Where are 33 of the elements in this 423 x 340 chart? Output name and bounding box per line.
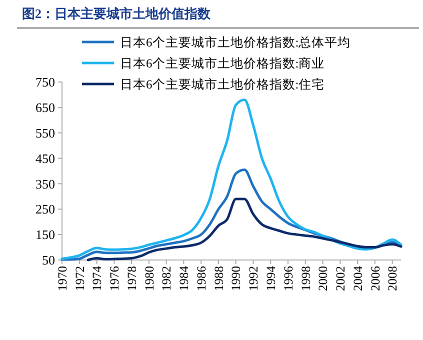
x-tick-label: 1972 [72, 266, 87, 291]
x-tick-label: 1984 [177, 265, 192, 291]
x-tick-label: 1982 [160, 266, 174, 291]
x-tick-label: 1992 [246, 266, 261, 291]
x-tick-label: 2004 [350, 265, 365, 291]
x-tick-label: 1980 [142, 266, 156, 291]
x-tick-label: 1990 [229, 266, 244, 291]
x-tick-label: 1986 [194, 266, 208, 291]
x-tick-label: 1994 [264, 265, 278, 291]
y-tick-label: 750 [36, 74, 55, 90]
line-series [86, 198, 402, 262]
x-tick-label: 1974 [90, 265, 104, 291]
legend-label: 日本6个主要城市土地价格指数:住宅 [120, 76, 325, 92]
x-tick-label: 1976 [108, 266, 122, 291]
y-tick-label: 450 [36, 150, 55, 166]
x-tick-label: 1998 [298, 266, 313, 291]
legend-label: 日本6个主要城市土地价格指数:商业 [120, 55, 325, 70]
x-tick-label: 2002 [334, 266, 348, 291]
x-tick-label: 2008 [386, 266, 400, 291]
y-tick-label: 550 [36, 125, 55, 140]
x-tick-label: 1970 [55, 266, 70, 291]
x-tick-label: 2000 [316, 266, 330, 291]
y-tick-label: 650 [36, 100, 55, 115]
x-tick-label: 1996 [281, 266, 296, 291]
x-tick-label: 1978 [124, 266, 139, 291]
y-tick-label: 50 [42, 252, 55, 268]
x-tick-label: 1988 [212, 266, 226, 291]
y-tick-label: 150 [36, 227, 55, 242]
x-tick-label: 2006 [368, 266, 382, 291]
legend-label: 日本6个主要城市土地价格指数:总体平均 [120, 34, 351, 50]
chart-title: 图2：日本主要城市土地价值指数 [22, 6, 212, 21]
y-tick-label: 350 [36, 176, 55, 192]
y-tick-label: 250 [36, 202, 55, 217]
